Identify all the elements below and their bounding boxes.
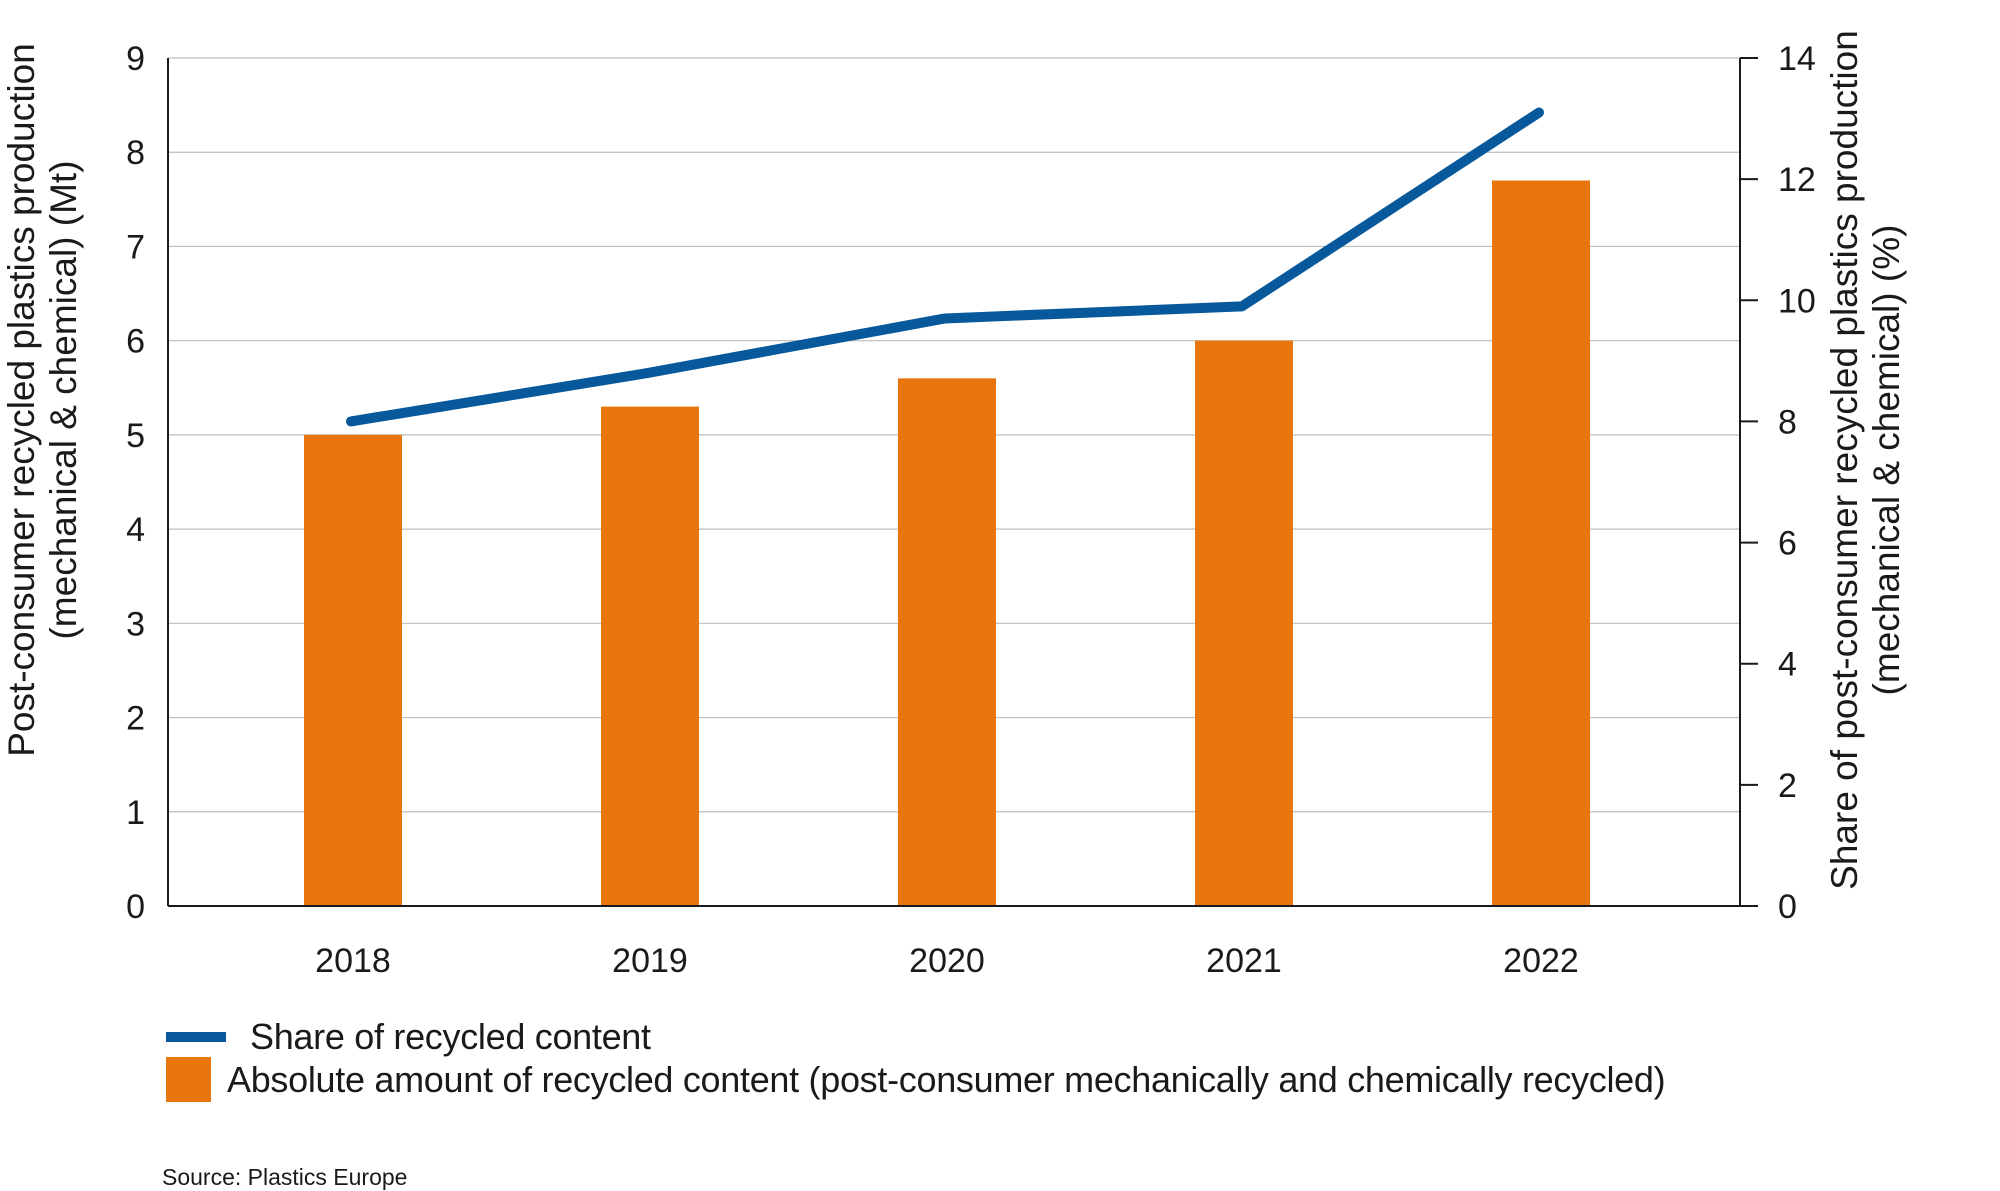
legend-bar-swatch xyxy=(166,1057,211,1102)
y-right-tick-label: 6 xyxy=(1778,525,1797,563)
line-series xyxy=(346,107,1544,427)
y-right-tick-label: 8 xyxy=(1778,403,1797,441)
x-tick-label: 2022 xyxy=(1503,942,1579,980)
y-left-tick-label: 2 xyxy=(126,700,145,738)
y-left-tick-label: 4 xyxy=(126,511,145,549)
y-left-tick-label: 9 xyxy=(126,40,145,78)
legend-line-label: Share of recycled content xyxy=(250,1016,651,1057)
legend-bar-label: Absolute amount of recycled content (pos… xyxy=(227,1058,1666,1100)
y-right-tick-label: 12 xyxy=(1778,161,1816,199)
y-right-axis-title-line: (mechanical & chemical) (%) xyxy=(1866,225,1907,696)
x-tick-label: 2019 xyxy=(612,942,688,980)
bar xyxy=(898,378,996,906)
legend-item-line: Share of recycled content xyxy=(166,1016,651,1058)
y-right-tick-label: 10 xyxy=(1778,282,1816,320)
y-left-tick-label: 5 xyxy=(126,417,145,455)
bar xyxy=(304,434,402,906)
y-right-tick-label: 2 xyxy=(1778,767,1797,805)
y-left-tick-label: 6 xyxy=(126,323,145,361)
y-left-axis-title: Post-consumer recycled plastics producti… xyxy=(1,43,84,757)
y-left-tick-label: 8 xyxy=(126,134,145,172)
x-tick-label: 2018 xyxy=(315,942,391,980)
y-left-tick-label: 1 xyxy=(126,794,145,832)
y-left-axis-title-line: (mechanical & chemical) (Mt) xyxy=(43,160,84,639)
y-right-tick-label: 0 xyxy=(1778,888,1797,926)
bar xyxy=(1492,180,1590,906)
legend-line-swatch xyxy=(166,1032,226,1042)
bar-series xyxy=(304,180,1590,907)
x-tick-label: 2021 xyxy=(1206,942,1282,980)
x-tick-label: 2020 xyxy=(909,942,985,980)
legend-item-bar: Absolute amount of recycled content (pos… xyxy=(166,1057,1666,1102)
axes xyxy=(167,57,1758,907)
y-left-tick-label: 3 xyxy=(126,605,145,643)
y-right-axis-title-line: Share of post-consumer recycled plastics… xyxy=(1824,30,1865,890)
y-right-tick-label: 14 xyxy=(1778,40,1816,78)
y-left-tick-label: 0 xyxy=(126,888,145,926)
y-right-tick-label: 4 xyxy=(1778,646,1797,684)
y-left-axis-title-line: Post-consumer recycled plastics producti… xyxy=(1,43,42,757)
y-right-axis-title: Share of post-consumer recycled plastics… xyxy=(1824,30,1907,890)
source-note: Source: Plastics Europe xyxy=(162,1164,408,1190)
y-left-tick-label: 7 xyxy=(126,228,145,266)
bar xyxy=(601,406,699,906)
series-line xyxy=(346,107,1544,427)
bar xyxy=(1195,340,1293,907)
